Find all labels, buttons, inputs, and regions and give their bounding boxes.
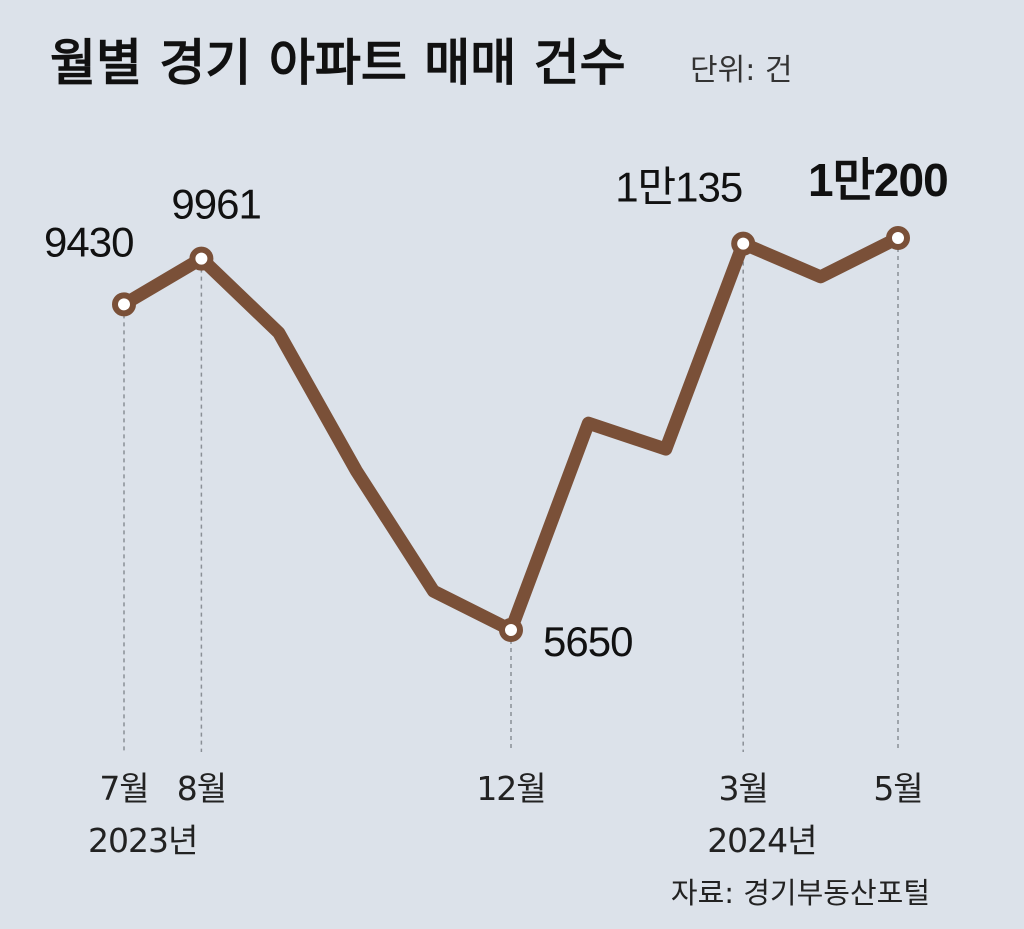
guide-lines <box>123 248 899 752</box>
x-tick-label-month: 5월 <box>873 769 922 808</box>
data-point-marker <box>886 226 910 250</box>
data-label: 9961 <box>171 181 260 228</box>
x-tick-label-month: 7월 <box>99 769 148 808</box>
data-labels: 9430 9961 5650 1만135 1만200 <box>44 154 949 665</box>
data-point-marker <box>189 246 214 271</box>
x-tick-label-year: 2024년 <box>707 821 816 860</box>
data-point-marker <box>112 292 136 317</box>
x-tick-label-month: 3월 <box>719 769 768 808</box>
x-axis-tick-labels: 7월 2023년 8월 12월 3월 2024년 5월 <box>88 769 924 860</box>
chart-title: 월별 경기 아파트 매매 건수 <box>50 34 626 92</box>
data-label: 9430 <box>44 218 133 265</box>
x-tick-label-month: 12월 <box>476 769 545 808</box>
data-label: 1만200 <box>808 154 948 206</box>
data-label: 5650 <box>543 618 632 665</box>
x-tick-label-year: 2023년 <box>88 821 197 860</box>
source-note: 자료: 경기부동산포털 <box>671 876 930 910</box>
data-point-marker <box>731 231 756 256</box>
x-tick-label-month: 8월 <box>177 769 226 808</box>
unit-label: 단위: 건 <box>690 53 792 88</box>
data-point-marker <box>499 618 523 642</box>
data-markers <box>112 226 910 642</box>
data-label: 1만135 <box>615 164 742 211</box>
